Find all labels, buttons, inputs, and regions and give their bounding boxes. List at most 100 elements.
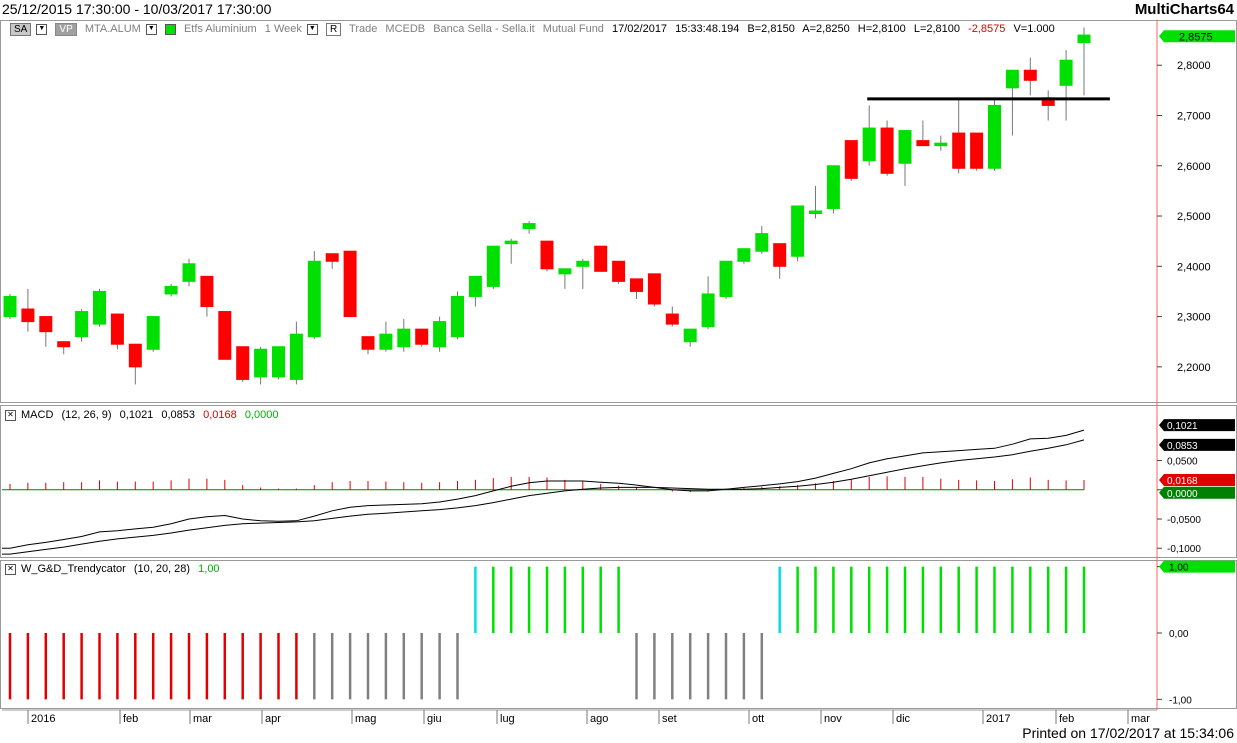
trade-label: Trade [349, 23, 378, 35]
macd-panel [0, 405, 1237, 558]
candle-down [773, 243, 787, 267]
close-icon[interactable]: ✕ [5, 409, 16, 421]
time-tick-label: apr [265, 713, 281, 725]
r-button[interactable]: R [325, 23, 342, 36]
time-tick-label: mar [193, 713, 212, 725]
time-tick-label: set [662, 713, 677, 725]
candle-down [880, 127, 894, 174]
date-range: 25/12/2015 17:30:00 - 10/03/2017 17:30:0… [2, 1, 272, 17]
candle-up [379, 333, 393, 350]
time-tick-label: ott [752, 713, 764, 725]
chevron-down-icon[interactable]: ▼ [306, 23, 318, 35]
candle-up [486, 245, 500, 287]
macd-hist-marker [1159, 473, 1235, 486]
trend-value-marker [1159, 560, 1235, 573]
candle-up [504, 240, 518, 245]
bid-value: B=2,8150 [747, 23, 795, 35]
candle-down [200, 275, 214, 308]
candle-down [970, 132, 984, 169]
candle-up [522, 223, 536, 230]
candle-up [93, 290, 106, 325]
price-tick-label: 2,8000 [1177, 60, 1211, 72]
candle-up [755, 233, 769, 252]
candle-down [612, 260, 626, 282]
candle-up [826, 165, 840, 209]
trend-params: (10, 20, 28) [133, 563, 191, 575]
time-tick-label: giu [427, 713, 442, 725]
broker-label: Banca Sella - Sella.it [433, 23, 535, 35]
macd-line [2, 429, 1085, 549]
candle-down [665, 313, 679, 325]
candle-down [1023, 69, 1037, 81]
price-tick-label: 2,4000 [1177, 261, 1211, 273]
candle-up [3, 295, 17, 318]
vp-button[interactable]: VP [55, 23, 77, 36]
macd-zero-value: 0,0000 [244, 409, 279, 421]
ask-value: A=2,8250 [802, 23, 850, 35]
macd-zero-marker [1159, 486, 1235, 499]
candle-up [75, 311, 89, 338]
candle-down [128, 343, 142, 368]
candle-down [415, 328, 429, 345]
close-icon[interactable]: ✕ [5, 563, 16, 575]
last-price-marker [1159, 30, 1235, 43]
price-panel [0, 20, 1237, 403]
candle-down [647, 273, 661, 305]
high-value: H=2,8100 [857, 23, 906, 35]
macd-tick-label: 0,0500 [1167, 457, 1198, 468]
candle-up [576, 260, 590, 267]
time-tick-label: 2017 [986, 713, 1010, 725]
candle-down [325, 253, 339, 262]
time-tick-label: nov [824, 713, 842, 725]
candle-up [397, 328, 411, 348]
sa-button[interactable]: SA [10, 23, 32, 36]
time-tick-label: feb [123, 713, 138, 725]
candle-down [236, 346, 250, 380]
macd-zero-marker-label: 0,0000 [1167, 489, 1198, 500]
macd-params: (12, 26, 9) [61, 409, 112, 421]
candle-down [343, 250, 357, 318]
price-tick-label: 2,6000 [1177, 161, 1211, 173]
price-tick-label: 2,5000 [1177, 211, 1211, 223]
trend-tick-label: -1,00 [1169, 695, 1192, 706]
candle-up [988, 104, 1001, 169]
trend-tick-label: 0,00 [1169, 629, 1189, 640]
trend-name: W_G&D_Trendycator [21, 563, 126, 575]
candle-down [218, 311, 232, 360]
macd-hist-value: 0,0168 [203, 409, 237, 421]
candle-up [791, 205, 805, 257]
candle-up [289, 333, 303, 380]
time-tick-label: lug [500, 713, 515, 725]
time-tick-label: mar [1131, 713, 1150, 725]
candle-up [1077, 34, 1091, 44]
candle-up [307, 260, 321, 338]
chevron-down-icon[interactable]: ▼ [36, 23, 48, 35]
macd-name: MACD [21, 409, 54, 421]
candle-up [934, 142, 948, 147]
trend-header: ✕ W_G&D_Trendycator (10, 20, 28) 1,00 [5, 563, 225, 575]
candle-down [39, 316, 53, 333]
symbol-label: MTA.ALUM [84, 23, 141, 35]
interval-label: 1 Week [264, 23, 302, 35]
macd-tick-label: -0,0500 [1167, 515, 1201, 526]
price-tick-label: 2,3000 [1177, 312, 1211, 324]
app-brand: MultiCharts64 [1134, 1, 1234, 18]
chevron-down-icon[interactable]: ▼ [145, 23, 157, 35]
time-tick-label: mag [355, 713, 376, 725]
candle-up [451, 295, 464, 338]
candle-up [468, 275, 482, 297]
candle-down [21, 308, 35, 323]
candle-up [862, 127, 876, 162]
candle-up [1059, 59, 1073, 86]
candle-up [1005, 69, 1019, 89]
color-swatch-icon[interactable] [164, 23, 176, 35]
last-price-label: 2,8575 [1179, 31, 1213, 43]
type-label: Mutual Fund [542, 23, 604, 35]
candle-up [164, 285, 178, 295]
macd-header: ✕ MACD (12, 26, 9) 0,1021 0,0853 0,0168 0… [5, 409, 283, 421]
last-value: -2,8575 [968, 23, 1006, 35]
price-tick-label: 2,7000 [1177, 110, 1211, 122]
candle-up [683, 328, 697, 343]
low-value: L=2,8100 [913, 23, 961, 35]
